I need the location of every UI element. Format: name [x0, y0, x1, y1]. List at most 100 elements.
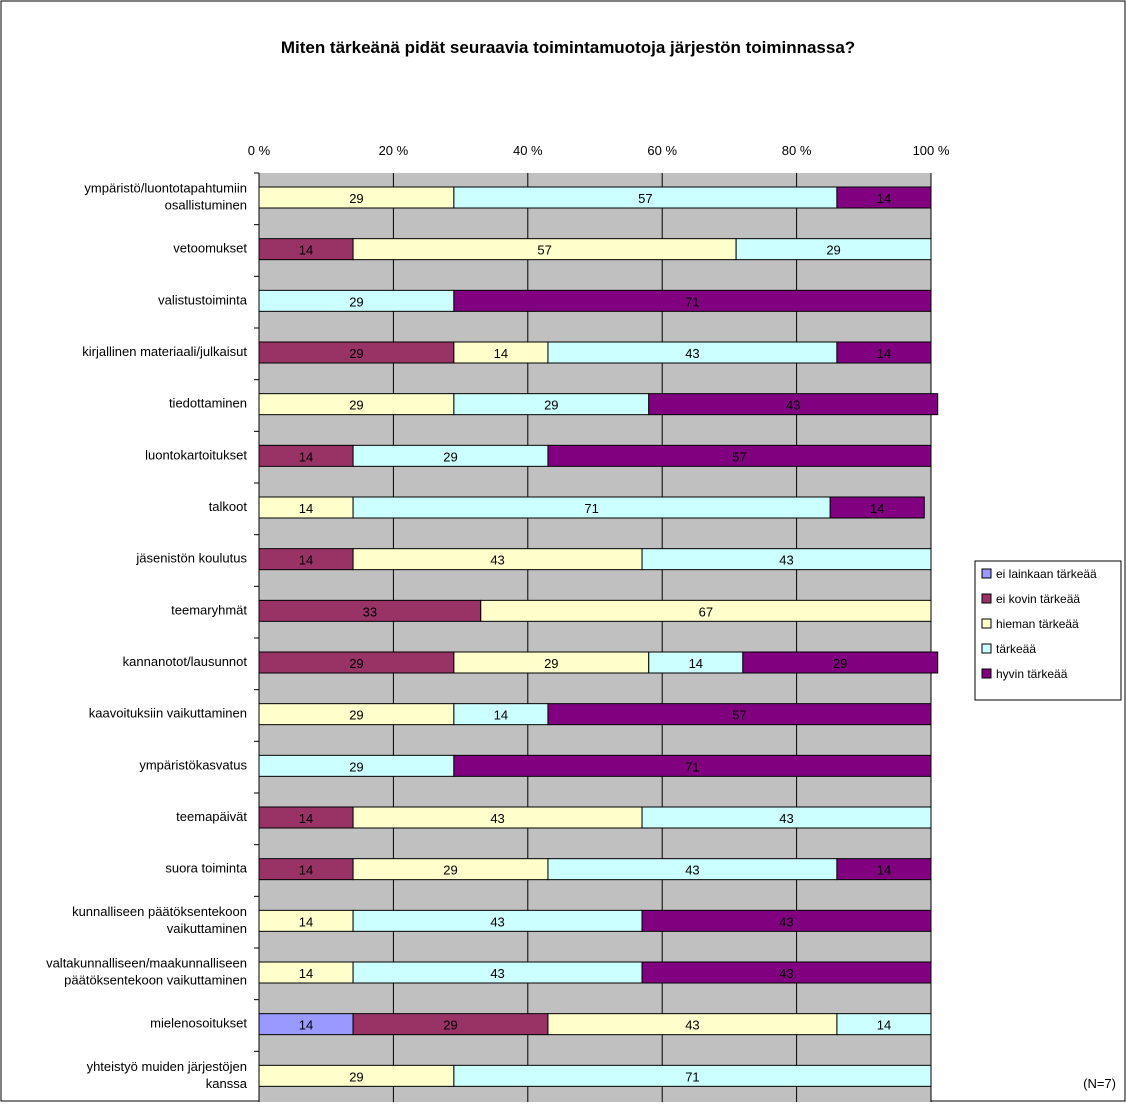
data-label: 29 [349, 759, 363, 774]
category-label: luontokartoitukset [145, 447, 247, 462]
data-label: 29 [443, 1018, 457, 1033]
gridlines [258, 173, 932, 1103]
data-label: 43 [490, 553, 504, 568]
legend-swatch [981, 618, 992, 629]
data-label: 29 [443, 863, 457, 878]
category-label: ympäristökasvatus [139, 757, 247, 772]
data-label: 71 [685, 759, 699, 774]
legend-label: hyvin tärkeää [996, 667, 1068, 681]
data-label: 29 [443, 449, 457, 464]
data-label: 57 [638, 191, 652, 206]
data-label: 43 [685, 346, 699, 361]
category-label: valistustoiminta [158, 292, 248, 307]
data-label: 43 [490, 966, 504, 981]
sample-size-note: (N=7) [1083, 1076, 1116, 1091]
data-label: 29 [826, 243, 840, 258]
tick-label: 0 % [248, 143, 271, 158]
data-label: 43 [779, 811, 793, 826]
data-label: 14 [299, 501, 313, 516]
data-label: 71 [685, 294, 699, 309]
data-label: 14 [877, 1018, 891, 1033]
data-label: 14 [299, 1018, 313, 1033]
category-labels: ympäristö/luontotapahtumiin osallistumine… [46, 172, 259, 1104]
bar-segment [735, 238, 932, 261]
bar-segment [836, 1013, 932, 1036]
bars: 29 57 14 14 57 29 29 71 29 14 43 14 29 29 43 14 29 57 14 71… [258, 186, 939, 1087]
bar-segment [641, 909, 932, 932]
data-label: 14 [299, 243, 313, 258]
data-label: 43 [779, 914, 793, 929]
data-label: 14 [689, 656, 703, 671]
data-label: 29 [833, 656, 847, 671]
category-label: ympäristö/luontotapahtumiin osallistumine… [84, 181, 247, 213]
data-label: 43 [786, 398, 800, 413]
data-label: 29 [349, 398, 363, 413]
data-label: 57 [537, 243, 551, 258]
data-label: 14 [299, 449, 313, 464]
data-label: 29 [349, 294, 363, 309]
bar-segment [453, 289, 932, 312]
category-label: talkoot [209, 499, 248, 514]
bar-segment [641, 806, 932, 829]
category-label: kirjallinen materiaali/julkaisut [82, 344, 247, 359]
legend-label: tärkeää [996, 642, 1036, 656]
bar-segment [836, 186, 932, 209]
tick-label: 40 % [513, 143, 543, 158]
data-label: 57 [732, 449, 746, 464]
tick-label: 100 % [913, 143, 950, 158]
data-label: 33 [363, 604, 377, 619]
legend-box [974, 560, 1122, 701]
data-label: 57 [732, 708, 746, 723]
data-label: 43 [779, 553, 793, 568]
category-label: teemaryhmät [171, 602, 247, 617]
category-label: kannanotot/lausunnot [123, 654, 248, 669]
legend-label: ei lainkaan tärkeää [996, 567, 1097, 581]
bar-segment [836, 858, 932, 881]
data-label: 14 [299, 553, 313, 568]
data-label: 14 [299, 863, 313, 878]
data-label: 14 [877, 191, 891, 206]
category-label: jäsenistön koulutus [135, 551, 247, 566]
data-label: 29 [544, 656, 558, 671]
category-label: kaavoituksiin vaikuttaminen [89, 706, 247, 721]
category-label: yhteistyö muiden järjestöjen kanssa [87, 1059, 248, 1091]
data-label: 14 [870, 501, 884, 516]
legend-swatch [981, 568, 992, 579]
data-label: 43 [490, 914, 504, 929]
bar-segment [641, 961, 932, 984]
bar-segment [829, 496, 925, 519]
data-label: 29 [349, 191, 363, 206]
data-label: 43 [779, 966, 793, 981]
bar-segment [480, 599, 932, 622]
legend-swatch [981, 593, 992, 604]
data-label: 71 [685, 1069, 699, 1084]
data-label: 43 [685, 863, 699, 878]
plot-area [259, 173, 931, 1103]
category-label: teemapäivät [176, 809, 247, 824]
category-label: valtakunnalliseen/maakunnalliseen päätöks… [46, 956, 247, 988]
data-label: 29 [349, 656, 363, 671]
bar-segment [641, 548, 932, 571]
bar-segment [453, 1064, 932, 1087]
data-label: 29 [544, 398, 558, 413]
data-label: 67 [699, 604, 713, 619]
bar-segment [648, 393, 939, 416]
bar-segment [547, 444, 932, 467]
data-label: 14 [299, 914, 313, 929]
legend-label: ei kovin tärkeää [996, 592, 1080, 606]
legend-label: hieman tärkeää [996, 617, 1079, 631]
bar-segment [742, 651, 939, 674]
data-label: 14 [299, 966, 313, 981]
data-label: 29 [349, 1069, 363, 1084]
tick-label: 80 % [782, 143, 812, 158]
data-label: 14 [877, 346, 891, 361]
data-label: 71 [584, 501, 598, 516]
data-label: 29 [349, 708, 363, 723]
tick-label: 20 % [379, 143, 409, 158]
category-label: tiedottaminen [169, 396, 247, 411]
data-label: 14 [494, 346, 508, 361]
category-label: vetoomukset [173, 241, 247, 256]
data-label: 43 [685, 1018, 699, 1033]
